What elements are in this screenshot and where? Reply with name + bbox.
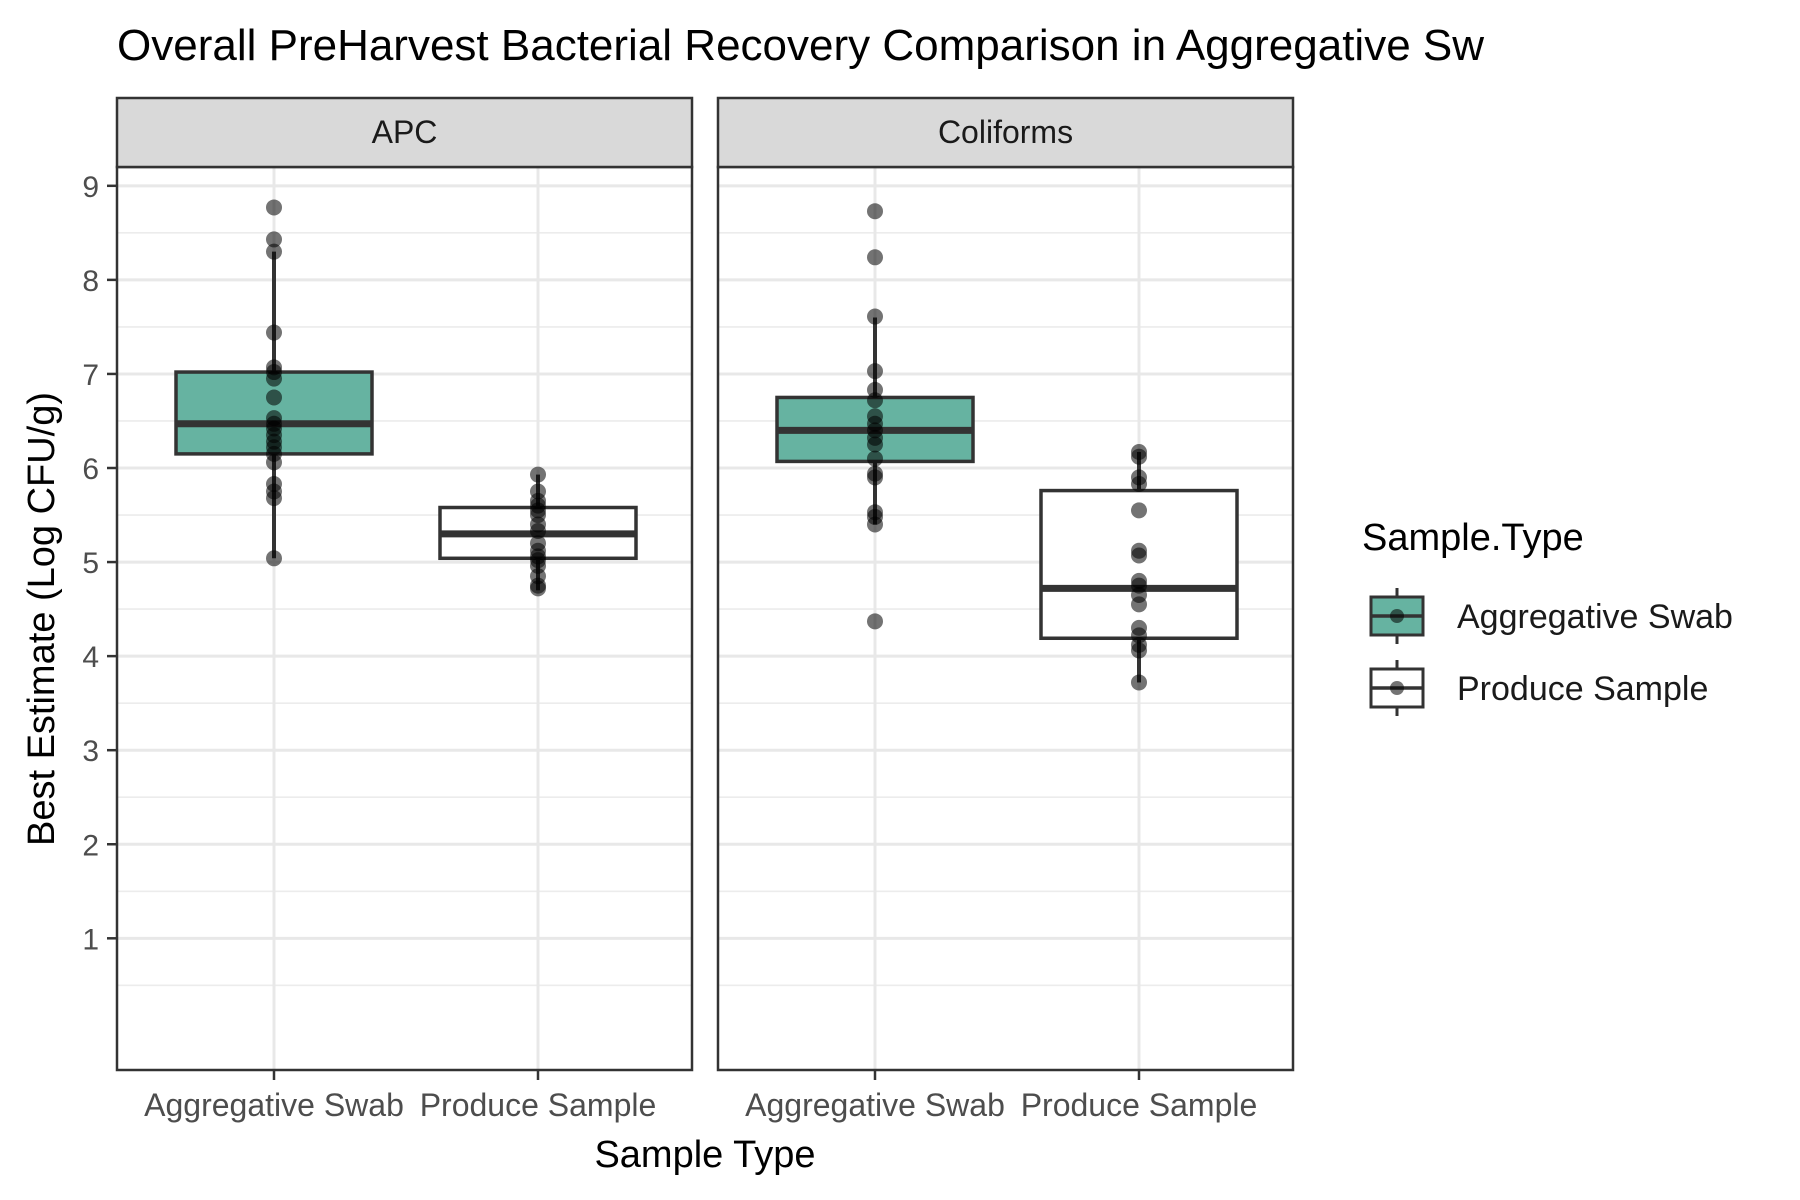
data-point [867,450,883,467]
data-point [266,243,282,260]
data-point [1131,674,1147,691]
data-point [867,436,883,453]
legend: Sample.Type Aggregative Swab Produce Samp… [1362,517,1733,716]
legend-title: Sample.Type [1362,517,1584,559]
x-axis-label: Sample Type [594,1134,815,1176]
data-point [867,308,883,325]
legend-key-point [1390,681,1404,695]
data-point [1131,547,1147,564]
y-tick-label: 2 [82,829,99,862]
data-point [867,392,883,409]
chart-title: Overall PreHarvest Bacterial Recovery Co… [117,21,1484,70]
facet-strip [716,96,1295,169]
x-tick-label: Produce Sample [420,1087,657,1123]
y-tick-label: 7 [82,359,99,392]
data-point [266,324,282,341]
facet-strip [115,96,694,169]
data-point [266,490,282,507]
box-produce-sample [438,466,638,597]
box-aggregative-swab [174,199,374,567]
y-tick-label: 5 [82,547,99,580]
data-point [266,231,282,248]
data-point [1131,475,1147,492]
facet-strip-label: APC [372,114,438,150]
data-point [266,550,282,567]
data-point [867,516,883,533]
legend-item-label: Aggregative Swab [1457,598,1733,636]
data-point [1131,502,1147,519]
y-tick-label: 4 [82,641,99,674]
legend-key-point [1390,609,1404,623]
y-tick-label: 8 [82,265,99,298]
legend-item-produce-sample: Produce Sample [1369,660,1708,716]
box-produce-sample [1039,444,1239,691]
data-point [867,469,883,486]
y-tick-label: 3 [82,735,99,768]
data-point [266,454,282,471]
data-point [1131,448,1147,465]
data-point [1131,642,1147,659]
facet-strip-label: Coliforms [938,114,1073,150]
x-tick-label: Aggregative Swab [745,1087,1005,1123]
data-point [867,613,883,630]
data-point [266,389,282,406]
data-point [867,363,883,380]
x-tick-label: Produce Sample [1021,1087,1258,1123]
data-point [266,199,282,216]
data-point [530,580,546,597]
data-point [530,466,546,483]
y-tick-label: 1 [82,923,99,956]
data-point [867,249,883,266]
y-axis-label: Best Estimate (Log CFU/g) [21,392,63,846]
y-axis: 1 2 3 4 5 6 7 8 9 [82,171,117,956]
facet-panel-apc: APC Aggregative Swab Produce Sample [115,96,694,1123]
data-point [266,370,282,387]
legend-item-label: Produce Sample [1457,670,1708,708]
facet-panel-coliforms: Coliforms Aggregative Swab Produce Sample [716,96,1295,1123]
data-point [867,203,883,220]
y-tick-label: 6 [82,453,99,486]
legend-item-aggregative-swab: Aggregative Swab [1369,588,1733,644]
data-point [530,523,546,540]
y-tick-label: 9 [82,171,99,204]
data-point [1131,596,1147,613]
panel-background [117,167,692,1070]
x-tick-label: Aggregative Swab [144,1087,404,1123]
box-aggregative-swab [775,203,975,630]
